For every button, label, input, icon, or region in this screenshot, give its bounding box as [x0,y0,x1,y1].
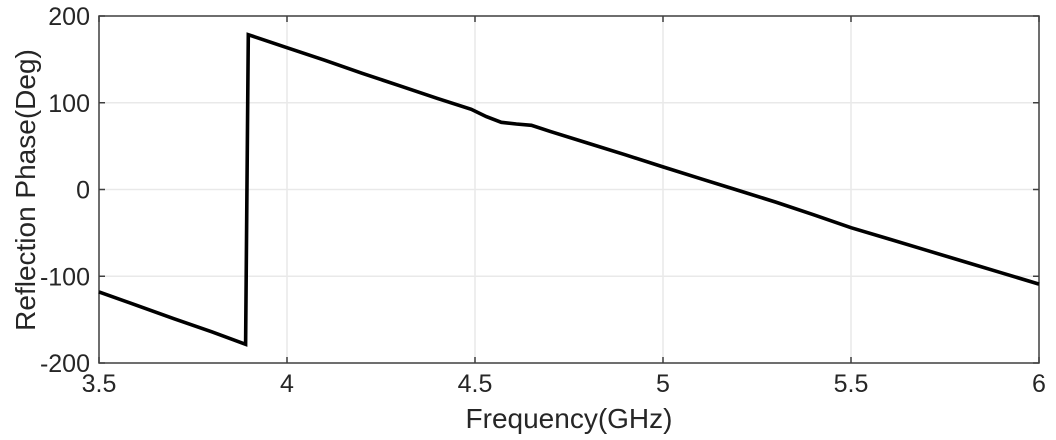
x-tick-label: 3.5 [82,370,117,398]
y-tick-label: 100 [48,90,90,118]
x-tick-label: 5.5 [834,370,869,398]
y-tick-label: -100 [40,263,90,291]
y-tick-label: 200 [48,3,90,31]
y-tick-label: -200 [40,350,90,378]
x-tick-label: 6 [1032,370,1046,398]
y-tick-label: 0 [76,177,90,205]
axis-box [98,15,1040,364]
x-axis-label: Frequency(GHz) [465,403,673,434]
y-axis-label: Reflection Phase(Deg) [10,49,41,331]
x-tick-label: 5 [656,370,670,398]
x-tick-label: 4.5 [458,370,493,398]
x-tick-label: 4 [280,370,294,398]
series-reflection-phase [98,32,1040,347]
